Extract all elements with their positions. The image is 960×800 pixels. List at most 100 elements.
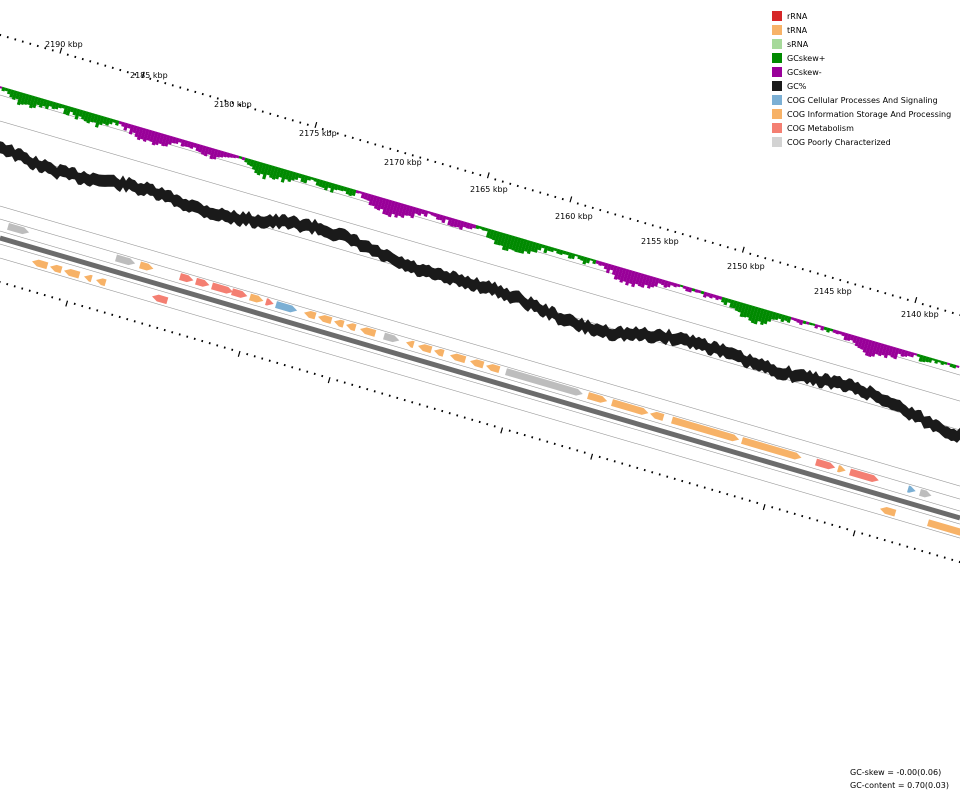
- minor-tick: [179, 86, 182, 89]
- scale-label: 2190 kbp: [45, 40, 83, 49]
- gc-skew-bar: [458, 220, 465, 231]
- minor-tick: [366, 141, 369, 144]
- gc-skew-bar: [556, 248, 561, 255]
- scale-label: 2170 kbp: [384, 158, 422, 167]
- gene-arrow: [880, 507, 897, 517]
- minor-tick: [43, 293, 46, 297]
- minor-tick: [568, 447, 571, 450]
- minor-tick: [508, 429, 511, 432]
- gc-skew-bar: [9, 89, 15, 98]
- minor-tick: [276, 361, 279, 365]
- major-tick: [914, 296, 918, 304]
- minor-tick: [591, 206, 594, 210]
- ring-line: [0, 218, 960, 500]
- legend-label: rRNA: [787, 11, 808, 21]
- gc-skew-bar: [423, 210, 429, 217]
- minor-tick: [921, 302, 924, 306]
- minor-tick: [381, 145, 384, 148]
- gc-skew-bar: [862, 338, 870, 353]
- gene-arrow: [304, 310, 317, 320]
- minor-tick: [546, 193, 549, 196]
- gc-skew-bar: [36, 97, 42, 106]
- gc-skew-bar: [65, 106, 72, 116]
- gc-skew-bar: [149, 130, 156, 143]
- minor-tick: [164, 81, 167, 85]
- gc-skew-bar: [504, 234, 513, 252]
- gc-skew-bar: [918, 354, 924, 363]
- minor-tick: [876, 536, 879, 540]
- gc-skew-bar: [585, 257, 591, 264]
- gc-skew-bar: [843, 332, 849, 341]
- gc-skew-bar: [881, 344, 888, 356]
- gc-skew-bar: [371, 195, 378, 207]
- minor-tick: [703, 486, 706, 489]
- minor-tick: [141, 322, 144, 325]
- legend-label: GCskew-: [787, 67, 822, 77]
- minor-tick: [944, 309, 947, 312]
- major-tick: [314, 121, 318, 129]
- gc-skew-bar: [140, 127, 147, 140]
- minor-tick: [501, 180, 504, 183]
- gc-skew-bar: [702, 291, 708, 298]
- gene-arrow: [741, 437, 802, 460]
- gc-skew-bar: [543, 245, 549, 254]
- gc-skew-bar: [793, 317, 798, 322]
- gc-skew-bar: [520, 239, 528, 254]
- gc-skew-bar: [123, 122, 129, 131]
- gene-feature: [195, 277, 210, 287]
- minor-tick: [284, 116, 287, 120]
- gc-skew-bar: [183, 140, 189, 148]
- gc-skew-bar: [628, 270, 636, 285]
- minor-tick: [494, 178, 497, 181]
- minor-tick: [441, 162, 444, 166]
- gc-skew-bar: [417, 208, 423, 216]
- gc-skew-bar: [826, 327, 831, 333]
- legend-label: sRNA: [787, 39, 809, 49]
- gc-skew-bar: [757, 308, 765, 322]
- minor-tick: [793, 512, 796, 516]
- gc-skew-bar: [750, 306, 759, 324]
- gene-arrow: [211, 282, 234, 294]
- legend-swatch: [772, 109, 782, 119]
- minor-tick: [943, 556, 946, 559]
- minor-tick: [133, 320, 136, 323]
- gc-content-profile: [0, 140, 960, 443]
- gc-skew-bar: [468, 223, 474, 230]
- gc-skew-bar: [351, 189, 357, 197]
- gc-skew-bar: [80, 110, 87, 120]
- minor-tick: [749, 252, 752, 255]
- gc-skew-bar: [841, 331, 846, 337]
- gc-skew-bar: [777, 313, 783, 320]
- minor-tick: [659, 226, 662, 229]
- gc-skew-bar: [232, 154, 237, 159]
- gc-skew-bar: [547, 246, 552, 252]
- gc-skew-bar: [823, 326, 828, 331]
- legend-item: GC%: [772, 79, 951, 93]
- minor-tick: [838, 525, 841, 529]
- gc-skew-bar: [195, 143, 201, 152]
- gc-skew-bar: [275, 167, 282, 180]
- minor-tick: [403, 398, 406, 402]
- legend-label: COG Cellular Processes And Signaling: [787, 95, 938, 105]
- stats-panel: GC-skew = -0.00(0.06) GC-content = 0.70(…: [850, 766, 949, 792]
- major-tick: [762, 503, 766, 511]
- minor-tick: [778, 508, 781, 511]
- scale-label: 2165 kbp: [470, 185, 508, 194]
- minor-tick: [321, 127, 324, 131]
- minor-tick: [13, 285, 16, 288]
- gc-skew-bar: [952, 364, 957, 369]
- gene-arrow: [96, 278, 107, 287]
- gc-skew-bar: [323, 181, 330, 191]
- gene-feature: [907, 485, 916, 493]
- minor-tick: [456, 167, 459, 170]
- minor-tick: [816, 272, 819, 275]
- legend-item: COG Poorly Characterized: [772, 135, 951, 149]
- gc-skew-bar: [570, 253, 576, 260]
- gc-skew-bar: [883, 344, 891, 359]
- gene-feature: [275, 301, 298, 313]
- minor-tick: [299, 121, 302, 124]
- gc-skew-bar: [481, 226, 486, 231]
- minor-tick: [561, 197, 564, 201]
- gc-skew-bar: [637, 273, 645, 287]
- minor-tick: [809, 270, 812, 273]
